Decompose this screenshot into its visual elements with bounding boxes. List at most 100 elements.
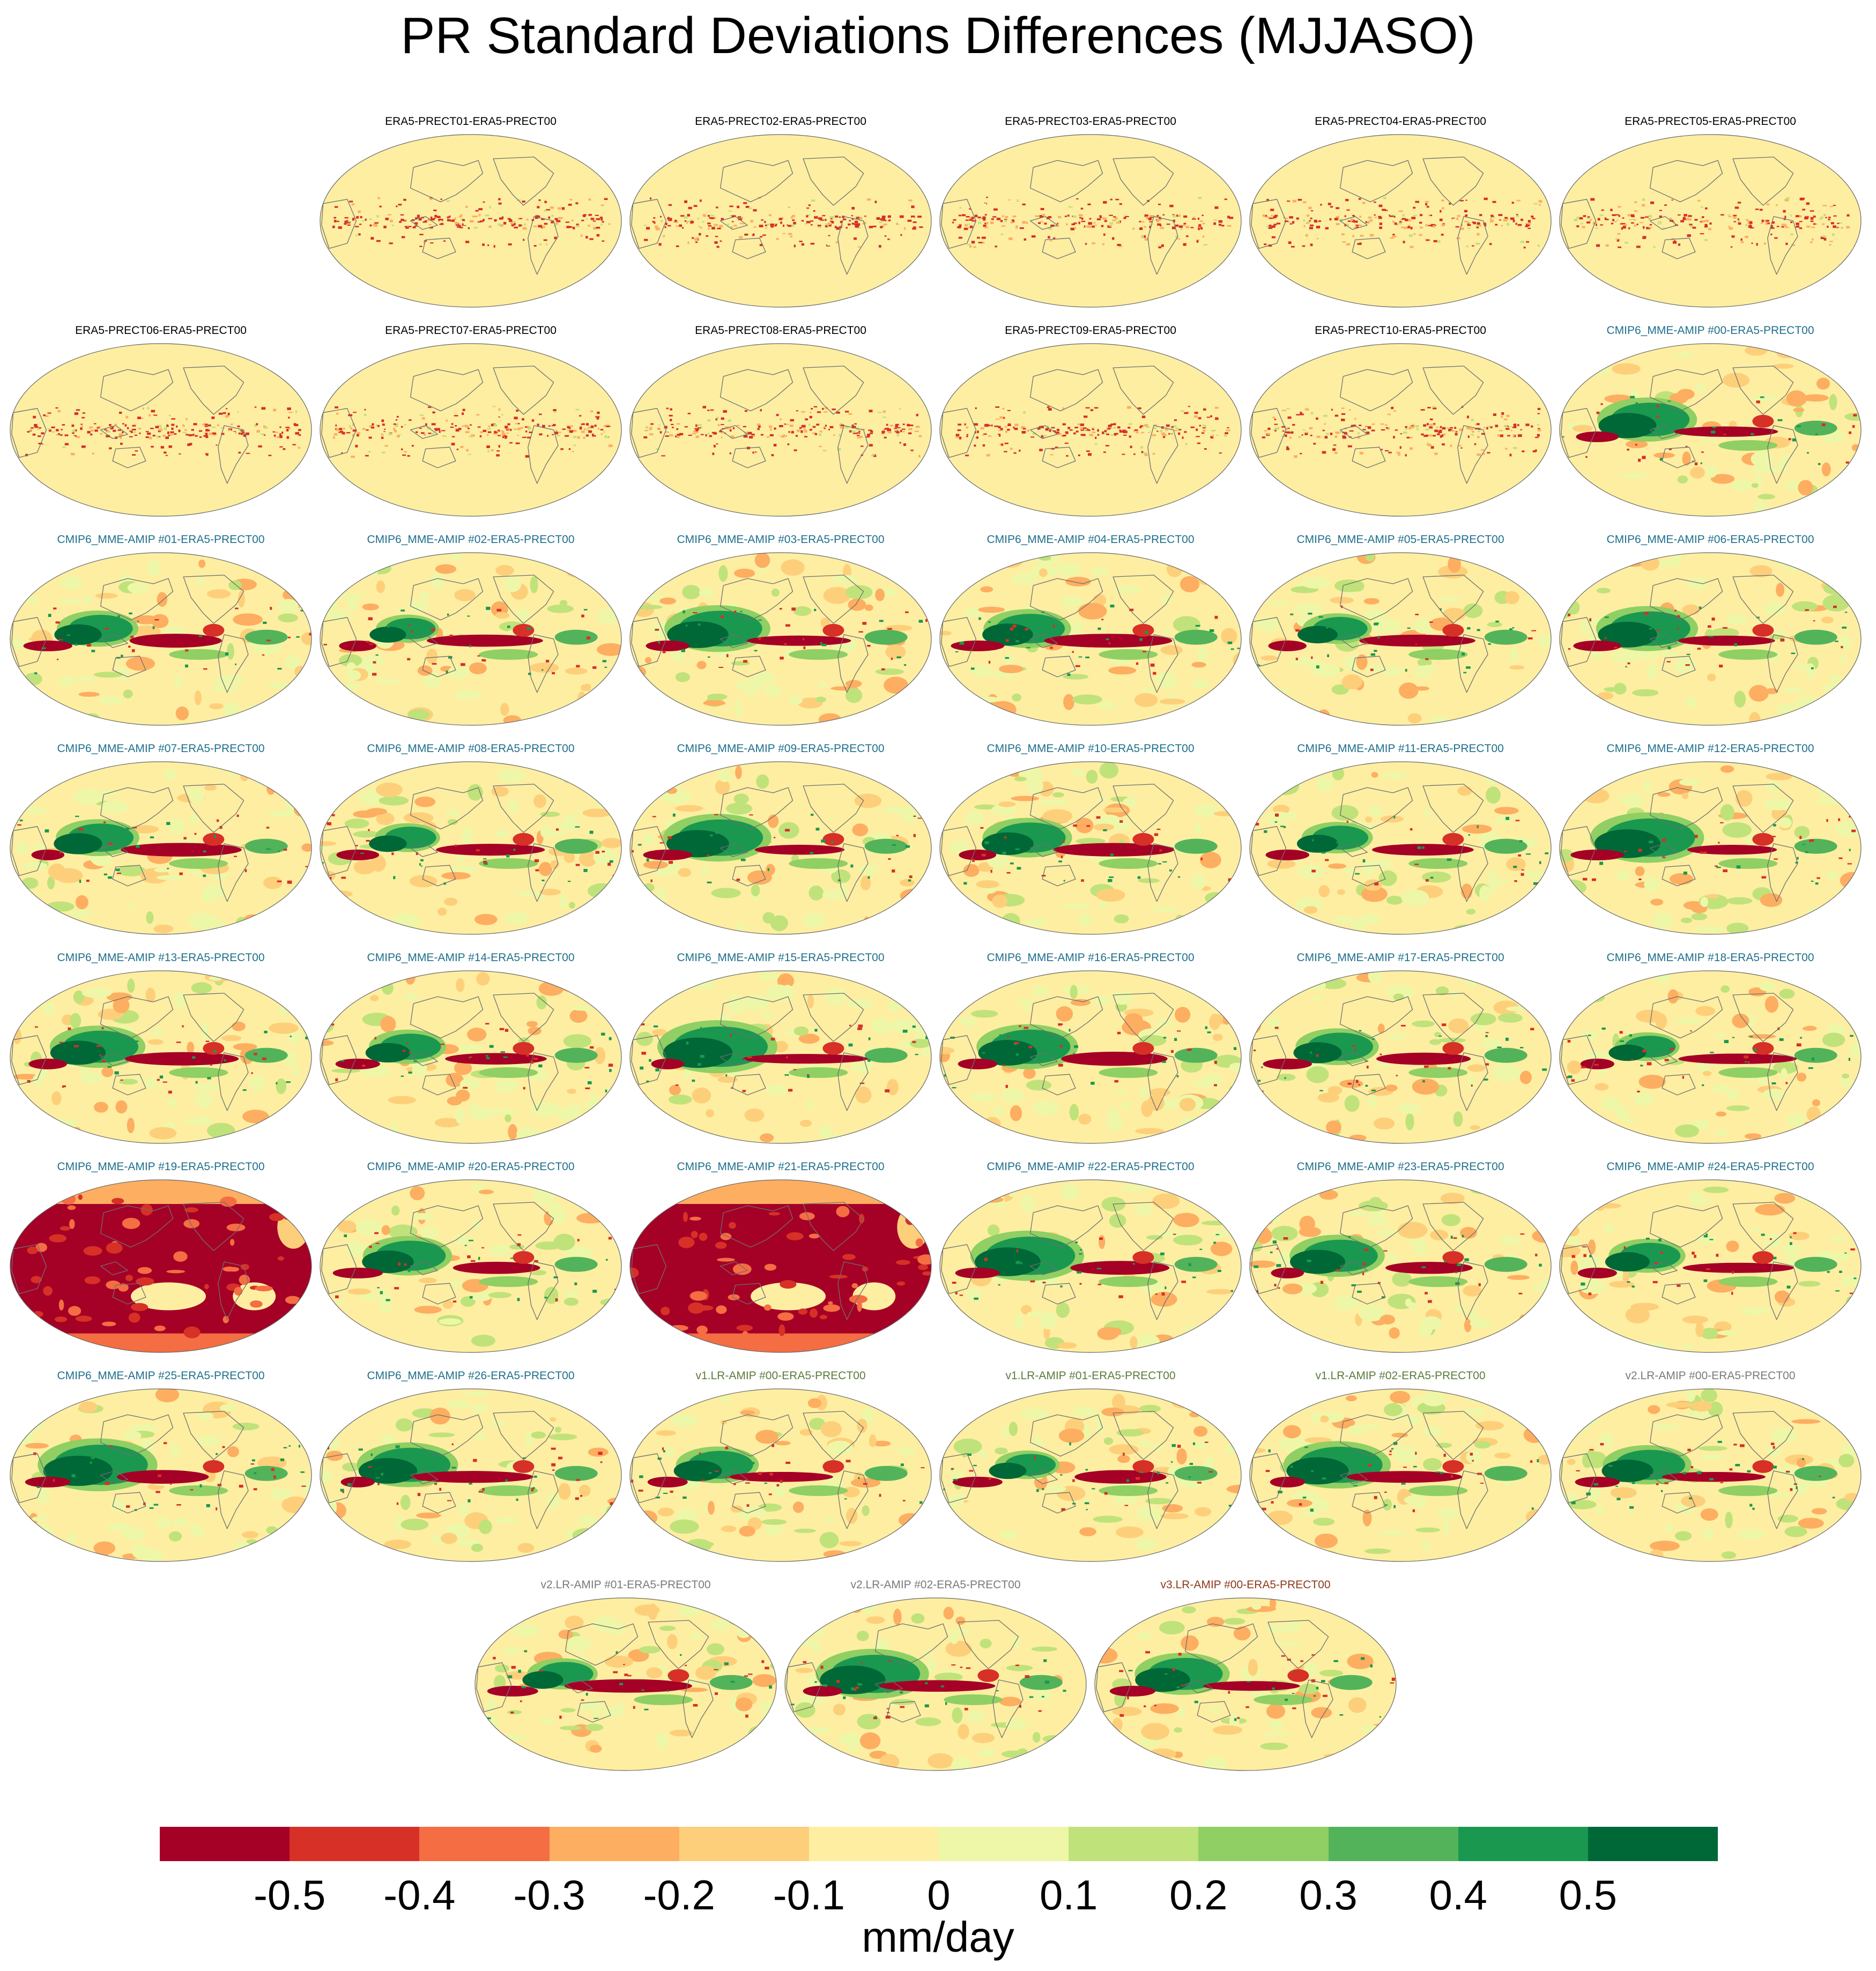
- map-panel: CMIP6_MME-AMIP #14-ERA5-PRECT00: [318, 951, 624, 1155]
- map-panel: ERA5-PRECT05-ERA5-PRECT00: [1558, 115, 1863, 319]
- map-panel: CMIP6_MME-AMIP #10-ERA5-PRECT00: [938, 742, 1243, 946]
- colorbar-tick-label: -0.5: [253, 1871, 326, 1918]
- colorbar-box: [160, 1827, 290, 1861]
- map-panel: CMIP6_MME-AMIP #11-ERA5-PRECT00: [1248, 742, 1553, 946]
- map-panel: CMIP6_MME-AMIP #09-ERA5-PRECT00: [628, 742, 933, 946]
- colorbar-box: [809, 1827, 939, 1861]
- panel-title: v1.LR-AMIP #00-ERA5-PRECT00: [695, 1370, 866, 1382]
- map-heatmap: [1559, 761, 1862, 935]
- map-heatmap: [784, 1597, 1087, 1771]
- map-panel: CMIP6_MME-AMIP #01-ERA5-PRECT00: [8, 533, 314, 737]
- map-heatmap: [1249, 1179, 1552, 1353]
- map-heatmap: [629, 343, 932, 517]
- panel-title: CMIP6_MME-AMIP #26-ERA5-PRECT00: [367, 1370, 575, 1382]
- map-heatmap: [1249, 761, 1552, 935]
- map-heatmap: [1249, 1388, 1552, 1562]
- colorbar-tick-label: -0.3: [513, 1871, 585, 1918]
- map-panel: v2.LR-AMIP #02-ERA5-PRECT00: [783, 1579, 1088, 1782]
- panel-title: CMIP6_MME-AMIP #09-ERA5-PRECT00: [677, 742, 885, 755]
- map-panel: ERA5-PRECT07-ERA5-PRECT00: [318, 324, 624, 528]
- map-panel: v2.LR-AMIP #01-ERA5-PRECT00: [473, 1579, 778, 1782]
- map-heatmap: [320, 552, 622, 726]
- map-panel-grid: ERA5-PRECT01-ERA5-PRECT00 ERA5-PRECT02-ER…: [8, 115, 1863, 1782]
- colorbar-box: [1198, 1827, 1329, 1861]
- panel-title: ERA5-PRECT04-ERA5-PRECT00: [1315, 115, 1486, 128]
- map-heatmap: [629, 761, 932, 935]
- map-panel: ERA5-PRECT09-ERA5-PRECT00: [938, 324, 1243, 528]
- map-heatmap: [939, 1179, 1242, 1353]
- panel-title: CMIP6_MME-AMIP #07-ERA5-PRECT00: [57, 742, 265, 755]
- map-panel: CMIP6_MME-AMIP #18-ERA5-PRECT00: [1558, 951, 1863, 1155]
- panel-title: CMIP6_MME-AMIP #11-ERA5-PRECT00: [1297, 742, 1504, 755]
- panel-title: CMIP6_MME-AMIP #06-ERA5-PRECT00: [1606, 533, 1814, 546]
- map-panel: CMIP6_MME-AMIP #21-ERA5-PRECT00: [628, 1161, 933, 1364]
- panel-title: CMIP6_MME-AMIP #10-ERA5-PRECT00: [987, 742, 1195, 755]
- map-heatmap: [10, 552, 312, 726]
- panel-title: CMIP6_MME-AMIP #18-ERA5-PRECT00: [1606, 951, 1814, 964]
- colorbar-tick-label: 0.5: [1559, 1871, 1618, 1918]
- map-heatmap: [1249, 970, 1552, 1144]
- map-heatmap: [10, 1388, 312, 1562]
- panel-title: CMIP6_MME-AMIP #21-ERA5-PRECT00: [677, 1161, 885, 1173]
- map-heatmap: [1559, 1388, 1862, 1562]
- map-heatmap: [629, 1388, 932, 1562]
- map-panel: v3.LR-AMIP #00-ERA5-PRECT00: [1093, 1579, 1398, 1782]
- panel-title: CMIP6_MME-AMIP #03-ERA5-PRECT00: [677, 533, 885, 546]
- panel-title: CMIP6_MME-AMIP #14-ERA5-PRECT00: [367, 951, 575, 964]
- map-heatmap: [1249, 134, 1552, 308]
- map-heatmap: [320, 1388, 622, 1562]
- colorbar-tick-label: 0: [927, 1871, 951, 1918]
- map-heatmap: [939, 343, 1242, 517]
- panel-title: ERA5-PRECT02-ERA5-PRECT00: [695, 115, 866, 128]
- map-heatmap: [320, 970, 622, 1144]
- panel-title: v1.LR-AMIP #02-ERA5-PRECT00: [1315, 1370, 1486, 1382]
- map-heatmap: [10, 970, 312, 1144]
- map-panel: CMIP6_MME-AMIP #05-ERA5-PRECT00: [1248, 533, 1553, 737]
- panel-title: CMIP6_MME-AMIP #16-ERA5-PRECT00: [987, 951, 1195, 964]
- panel-title: CMIP6_MME-AMIP #12-ERA5-PRECT00: [1606, 742, 1814, 755]
- panel-title: CMIP6_MME-AMIP #04-ERA5-PRECT00: [987, 533, 1195, 546]
- colorbar-tick-label: -0.1: [773, 1871, 846, 1918]
- map-panel: ERA5-PRECT08-ERA5-PRECT00: [628, 324, 933, 528]
- panel-title: CMIP6_MME-AMIP #13-ERA5-PRECT00: [57, 951, 265, 964]
- map-panel: ERA5-PRECT02-ERA5-PRECT00: [628, 115, 933, 319]
- colorbar-box: [1588, 1827, 1718, 1861]
- colorbar-tick-label: 0.4: [1429, 1871, 1487, 1918]
- map-panel: CMIP6_MME-AMIP #03-ERA5-PRECT00: [628, 533, 933, 737]
- panel-title: CMIP6_MME-AMIP #20-ERA5-PRECT00: [367, 1161, 575, 1173]
- panel-title: v2.LR-AMIP #01-ERA5-PRECT00: [540, 1579, 711, 1591]
- colorbar-tick-label: -0.2: [643, 1871, 715, 1918]
- map-heatmap: [474, 1597, 777, 1771]
- map-panel: ERA5-PRECT10-ERA5-PRECT00: [1248, 324, 1553, 528]
- panel-title: v2.LR-AMIP #02-ERA5-PRECT00: [850, 1579, 1021, 1591]
- map-panel: CMIP6_MME-AMIP #26-ERA5-PRECT00: [318, 1370, 624, 1573]
- map-heatmap: [1559, 343, 1862, 517]
- panel-title: v2.LR-AMIP #00-ERA5-PRECT00: [1625, 1370, 1796, 1382]
- map-heatmap: [1559, 1179, 1862, 1353]
- map-heatmap: [320, 761, 622, 935]
- map-heatmap: [939, 970, 1242, 1144]
- map-panel: CMIP6_MME-AMIP #25-ERA5-PRECT00: [8, 1370, 314, 1573]
- colorbar-box: [1069, 1827, 1199, 1861]
- panel-title: ERA5-PRECT09-ERA5-PRECT00: [1005, 324, 1176, 337]
- panel-title: v1.LR-AMIP #01-ERA5-PRECT00: [1005, 1370, 1176, 1382]
- colorbar-tick-label: -0.4: [383, 1871, 456, 1918]
- map-heatmap: [629, 552, 932, 726]
- panel-title: ERA5-PRECT03-ERA5-PRECT00: [1005, 115, 1176, 128]
- panel-title: ERA5-PRECT05-ERA5-PRECT00: [1625, 115, 1796, 128]
- map-heatmap: [1559, 970, 1862, 1144]
- colorbar-box: [549, 1827, 680, 1861]
- map-panel: CMIP6_MME-AMIP #06-ERA5-PRECT00: [1558, 533, 1863, 737]
- colorbar-units: mm/day: [862, 1913, 1014, 1961]
- panel-title: v3.LR-AMIP #00-ERA5-PRECT00: [1160, 1579, 1331, 1591]
- panel-title: CMIP6_MME-AMIP #01-ERA5-PRECT00: [57, 533, 265, 546]
- colorbar-tick-label: 0.1: [1039, 1871, 1098, 1918]
- map-heatmap: [1249, 343, 1552, 517]
- map-heatmap: [629, 134, 932, 308]
- map-heatmap: [939, 1388, 1242, 1562]
- map-panel: CMIP6_MME-AMIP #13-ERA5-PRECT00: [8, 951, 314, 1155]
- map-heatmap: [10, 1179, 312, 1353]
- map-panel: ERA5-PRECT03-ERA5-PRECT00: [938, 115, 1243, 319]
- map-heatmap: [629, 970, 932, 1144]
- map-panel: ERA5-PRECT04-ERA5-PRECT00: [1248, 115, 1553, 319]
